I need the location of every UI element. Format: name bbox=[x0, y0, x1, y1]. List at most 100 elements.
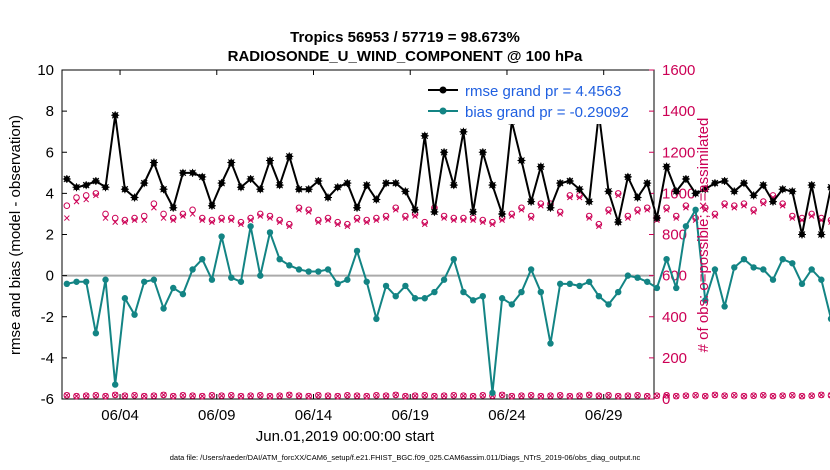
obs-possible-point bbox=[566, 192, 574, 199]
obs-assimilated-point bbox=[673, 215, 680, 221]
obs-possible-point bbox=[479, 216, 487, 224]
obs-possible-point bbox=[382, 212, 390, 220]
obs-low-cross bbox=[450, 392, 457, 399]
x-tick-label: 06/24 bbox=[488, 407, 526, 424]
obs-possible-point bbox=[789, 212, 796, 220]
obs-low-point bbox=[750, 392, 757, 400]
obs-low-point bbox=[218, 392, 225, 400]
y-right-tick-label: 0 bbox=[662, 391, 670, 408]
obs-assimilated-point bbox=[102, 215, 109, 221]
obs-low-cross bbox=[731, 392, 738, 399]
bias-point bbox=[808, 266, 815, 273]
obs-low-point bbox=[479, 391, 487, 399]
obs-possible-point bbox=[682, 202, 690, 210]
rmse-star bbox=[256, 185, 265, 194]
bias-point bbox=[518, 288, 525, 296]
obs-possible-point bbox=[624, 212, 632, 220]
rmse-star bbox=[565, 177, 574, 186]
bias-point bbox=[576, 282, 583, 290]
obs-assimilated-point bbox=[383, 215, 389, 221]
y-right-tick-label: 1200 bbox=[662, 144, 695, 161]
obs-low-cross bbox=[799, 393, 805, 399]
rmse-star bbox=[101, 183, 110, 192]
obs-assimilated-point bbox=[663, 206, 670, 213]
obs-low-point bbox=[363, 392, 371, 400]
obs-low-cross bbox=[102, 393, 109, 399]
obs-low-cross bbox=[683, 392, 689, 399]
y-left-tick-label: -6 bbox=[41, 391, 54, 408]
bias-point bbox=[218, 233, 225, 240]
rmse-star bbox=[459, 127, 468, 136]
bias-point bbox=[199, 255, 206, 263]
obs-low-cross bbox=[170, 393, 177, 399]
bias-series-line bbox=[66, 206, 830, 393]
obs-low-cross bbox=[276, 392, 283, 399]
obs-low-point bbox=[189, 392, 196, 400]
obs-assimilated-point bbox=[199, 217, 206, 223]
bias-point bbox=[537, 288, 545, 296]
bias-point bbox=[798, 280, 806, 288]
obs-low-point bbox=[672, 392, 680, 400]
obs-low-point bbox=[276, 392, 283, 400]
obs-assimilated-point bbox=[566, 194, 573, 201]
obs-low-cross bbox=[692, 392, 699, 399]
obs-assimilated-point bbox=[441, 215, 447, 221]
rmse-star bbox=[304, 185, 313, 194]
bias-point bbox=[247, 223, 254, 230]
obs-low-point bbox=[257, 391, 264, 399]
bias-point bbox=[353, 247, 361, 255]
rmse-star bbox=[643, 179, 652, 188]
obs-low-point bbox=[440, 392, 448, 400]
obs-assimilated-point bbox=[712, 213, 718, 219]
obs-assimilated-point bbox=[421, 221, 428, 228]
bias-point bbox=[711, 266, 719, 273]
obs-possible-point bbox=[643, 204, 651, 212]
rmse-star bbox=[333, 183, 342, 192]
bias-point bbox=[82, 278, 90, 285]
obs-assimilated-point bbox=[828, 219, 830, 226]
bias-point bbox=[402, 282, 409, 290]
obs-low-point bbox=[324, 392, 332, 400]
rmse-star bbox=[246, 174, 255, 183]
obs-assimilated-point bbox=[412, 213, 418, 219]
bias-point bbox=[305, 268, 312, 275]
bias-point bbox=[266, 229, 274, 236]
bias-point bbox=[92, 330, 100, 337]
obs-low-point bbox=[760, 391, 767, 399]
obs-low-cross bbox=[789, 392, 796, 399]
obs-assimilated-point bbox=[257, 213, 264, 219]
obs-possible-point bbox=[392, 204, 400, 212]
obs-low-point bbox=[353, 392, 361, 400]
obs-assimilated-point bbox=[489, 221, 496, 228]
obs-low-point bbox=[798, 392, 806, 400]
obs-low-point bbox=[692, 391, 699, 399]
obs-assimilated-point bbox=[160, 215, 167, 221]
obs-low-cross bbox=[721, 392, 728, 399]
y-axis-label-right: # of obs: o=possible; ×=assimilated bbox=[695, 118, 712, 353]
bias-point bbox=[286, 262, 293, 269]
rmse-star bbox=[178, 168, 187, 177]
obs-assimilated-point bbox=[644, 206, 651, 213]
rmse-star bbox=[730, 187, 739, 196]
x-tick-label: 06/09 bbox=[198, 407, 236, 424]
bias-point bbox=[527, 266, 535, 273]
obs-low-point bbox=[315, 391, 322, 399]
obs-assimilated-point bbox=[392, 206, 399, 213]
obs-low-point bbox=[266, 392, 274, 400]
obs-possible-point bbox=[295, 204, 303, 212]
obs-low-point bbox=[614, 392, 622, 400]
obs-low-cross bbox=[750, 392, 757, 399]
bias-point bbox=[692, 206, 699, 214]
bias-point bbox=[170, 284, 177, 292]
obs-low-point bbox=[247, 392, 254, 400]
rmse-star bbox=[546, 203, 555, 212]
bias-point bbox=[673, 284, 680, 292]
obs-assimilated-point bbox=[93, 192, 99, 199]
rmse-star bbox=[759, 181, 768, 190]
obs-possible-point bbox=[237, 218, 245, 226]
obs-low-cross bbox=[518, 392, 525, 399]
obs-assimilated-point bbox=[615, 192, 622, 199]
obs-low-point bbox=[789, 391, 796, 399]
rmse-star bbox=[382, 179, 391, 188]
rmse-star bbox=[353, 203, 362, 212]
